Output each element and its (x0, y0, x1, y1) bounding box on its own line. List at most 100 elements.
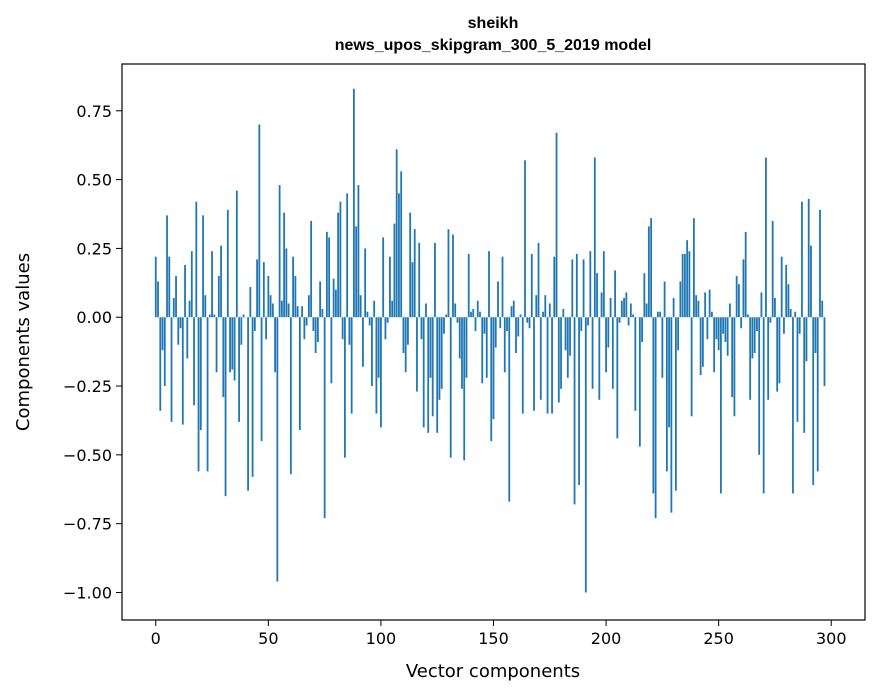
bar (474, 317, 477, 331)
x-tick-label: 250 (703, 629, 734, 648)
bar (267, 275, 270, 318)
bar (747, 314, 749, 318)
bar (425, 303, 427, 318)
bar (533, 317, 535, 411)
bar (600, 292, 603, 318)
bar (256, 259, 258, 318)
bar (663, 281, 666, 318)
y-axis-ticks: −1.00 −0.75 −0.50 −0.25 0.00 0.25 0.50 0.75 (63, 102, 122, 602)
bar (332, 278, 335, 318)
bar (524, 160, 526, 318)
bar (454, 303, 457, 318)
y-tick-label: 0.75 (76, 102, 112, 121)
bar (193, 317, 195, 406)
bar (481, 317, 484, 384)
bar (521, 317, 524, 414)
bar (386, 317, 389, 323)
bar (476, 300, 479, 318)
bar (546, 317, 549, 414)
bar (362, 317, 364, 367)
bar (598, 317, 601, 400)
bar (526, 317, 529, 323)
bar (720, 317, 722, 494)
bar (422, 317, 425, 428)
y-axis-label: Components values (13, 253, 34, 431)
bar (353, 88, 355, 318)
bar (722, 317, 725, 334)
bar (265, 317, 267, 340)
bar (202, 215, 204, 318)
bar (470, 311, 472, 318)
bar (816, 317, 819, 472)
bar (661, 317, 664, 378)
bar (492, 317, 495, 420)
bar (611, 317, 614, 389)
bar (395, 149, 398, 318)
bar (726, 317, 729, 356)
bar (794, 311, 797, 318)
bar (515, 317, 517, 354)
bar (650, 218, 653, 318)
x-tick-label: 200 (591, 629, 622, 648)
bar (416, 317, 418, 392)
y-tick-label: 0.25 (76, 239, 112, 258)
bar (569, 317, 571, 356)
bar (821, 300, 824, 318)
bar (328, 237, 331, 318)
bar (181, 317, 184, 425)
bar-series (154, 88, 826, 593)
bar (190, 251, 193, 318)
bar (582, 259, 585, 318)
bar (510, 306, 513, 318)
bar (449, 317, 452, 458)
bar (154, 256, 157, 318)
bar (778, 317, 781, 384)
bar (542, 311, 544, 318)
bar (321, 308, 324, 318)
bar (170, 317, 173, 422)
bar (280, 300, 283, 318)
bar (177, 317, 180, 345)
bar (758, 317, 761, 455)
bar (238, 317, 240, 422)
bar (548, 303, 551, 318)
bar (161, 317, 164, 351)
bar (519, 314, 522, 318)
bar (443, 317, 445, 334)
bar (512, 300, 515, 318)
bar (391, 300, 394, 318)
bar (751, 317, 754, 359)
bar (211, 251, 213, 318)
bar (400, 171, 403, 318)
bar (553, 256, 556, 318)
bar (803, 317, 806, 433)
bar (483, 317, 486, 334)
bar (389, 256, 391, 318)
bar (807, 198, 810, 318)
bar (488, 251, 490, 318)
bar (310, 220, 313, 318)
bar (564, 317, 567, 351)
bar (738, 284, 740, 318)
y-tick-label: −0.50 (63, 446, 112, 465)
bar (625, 292, 628, 318)
bar (251, 317, 254, 477)
bar (440, 317, 443, 389)
bar (253, 317, 256, 331)
bar (706, 317, 709, 340)
bar (467, 253, 470, 318)
bar (285, 248, 288, 318)
bar (701, 317, 704, 367)
bar (373, 300, 376, 318)
bar (260, 317, 263, 442)
bar (249, 286, 252, 318)
bar (215, 317, 218, 373)
bar (742, 259, 745, 318)
bar (197, 317, 200, 472)
bar (301, 306, 304, 318)
bar (494, 317, 497, 348)
bar (438, 317, 441, 400)
bar (204, 295, 207, 318)
bar (535, 295, 538, 318)
bar (517, 317, 520, 337)
